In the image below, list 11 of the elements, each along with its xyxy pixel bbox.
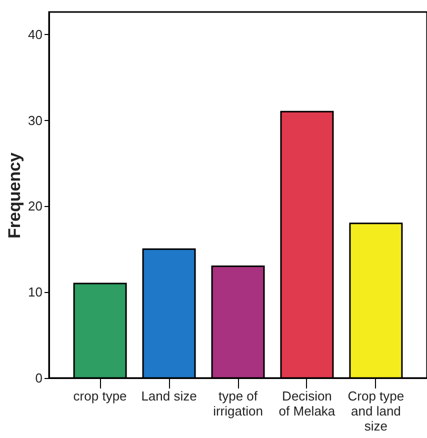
y-tick-label: 40 — [28, 26, 42, 42]
y-tick-label: 20 — [28, 198, 42, 214]
y-tick-label: 30 — [28, 112, 42, 128]
y-tick-label: 0 — [35, 370, 42, 386]
x-tick-label: Crop type and land size — [348, 388, 404, 434]
y-tick-label: 10 — [28, 284, 42, 300]
x-tick-label: Land size — [141, 388, 197, 404]
x-tick-label: crop type — [73, 388, 127, 404]
x-tick-label: Decision of Melaka — [278, 388, 336, 418]
y-axis-title: Frequency — [5, 152, 24, 238]
x-tick-label: type of irrigation — [213, 388, 263, 418]
